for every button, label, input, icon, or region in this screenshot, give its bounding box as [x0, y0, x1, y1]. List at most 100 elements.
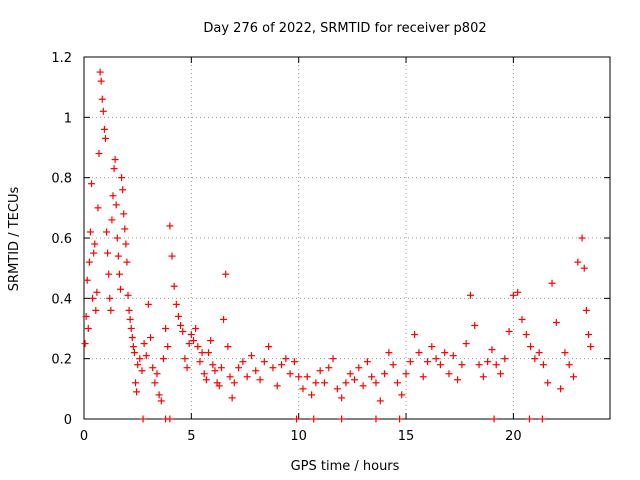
data-point: [189, 337, 197, 345]
data-point: [194, 343, 202, 351]
data-point: [333, 385, 341, 393]
data-point: [381, 370, 389, 378]
data-point: [565, 361, 573, 369]
data-point: [88, 180, 96, 188]
data-point: [151, 379, 159, 387]
data-point: [548, 279, 556, 287]
data-point: [492, 361, 500, 369]
data-point: [122, 240, 130, 248]
data-point: [505, 328, 513, 336]
data-point: [432, 355, 440, 363]
y-tick-label: 0: [64, 413, 72, 428]
data-point: [316, 367, 324, 375]
data-point: [290, 358, 298, 366]
data-point: [501, 355, 509, 363]
data-point: [220, 315, 228, 323]
data-point: [265, 343, 273, 351]
data-point: [282, 355, 290, 363]
data-point: [119, 186, 127, 194]
data-point: [108, 216, 116, 224]
data-point: [273, 382, 281, 390]
data-point: [578, 234, 586, 242]
data-point: [177, 321, 185, 329]
data-point: [101, 134, 109, 142]
data-point: [325, 364, 333, 372]
data-point: [90, 249, 98, 257]
data-point: [509, 291, 517, 299]
data-point: [359, 382, 367, 390]
data-point: [166, 415, 174, 423]
data-point: [81, 340, 89, 348]
data-point: [587, 343, 595, 351]
data-point: [112, 201, 120, 209]
data-point: [97, 77, 105, 85]
data-point: [557, 385, 565, 393]
data-point: [436, 361, 444, 369]
data-point: [209, 361, 217, 369]
y-tick-label: 0.8: [51, 172, 72, 187]
data-point: [113, 234, 121, 242]
data-point: [192, 325, 200, 332]
data-point: [196, 358, 204, 366]
data-point: [168, 252, 176, 260]
data-point: [256, 376, 264, 384]
data-point: [488, 346, 496, 354]
data-point: [561, 349, 569, 357]
data-point: [134, 361, 142, 369]
data-point: [110, 165, 118, 173]
data-point: [445, 370, 453, 378]
data-point: [96, 68, 104, 76]
grid-lines: [84, 57, 610, 419]
data-point: [385, 349, 393, 357]
data-point: [320, 379, 328, 387]
y-tick-label: 1: [64, 111, 72, 126]
data-point: [99, 107, 107, 115]
data-point: [159, 355, 167, 363]
data-point: [130, 349, 138, 357]
data-point: [346, 370, 354, 378]
data-point: [139, 415, 147, 423]
data-point: [132, 379, 140, 387]
data-point: [224, 343, 232, 351]
data-point: [109, 192, 117, 200]
data-point: [243, 373, 251, 381]
data-point: [222, 270, 230, 278]
data-point: [580, 264, 588, 272]
data-point: [415, 349, 423, 357]
data-point: [114, 252, 122, 260]
data-point: [166, 222, 174, 230]
x-tick-label: 0: [80, 429, 88, 444]
data-point: [174, 312, 182, 320]
data-point: [153, 370, 161, 378]
data-point: [125, 306, 133, 314]
data-point: [454, 376, 462, 384]
data-point: [217, 364, 225, 372]
data-point: [582, 306, 590, 314]
data-point: [230, 379, 238, 387]
data-point: [372, 379, 380, 387]
data-point: [94, 204, 102, 212]
data-point: [215, 382, 223, 390]
data-point: [205, 349, 213, 357]
data-point: [138, 367, 146, 375]
data-point: [260, 358, 268, 366]
data-point: [286, 370, 294, 378]
data-point: [544, 379, 552, 387]
data-point: [200, 370, 208, 378]
data-point: [484, 358, 492, 366]
data-point: [419, 373, 427, 381]
y-axis-label: SRMTID / TECUs: [7, 187, 22, 292]
x-axis-label: GPS time / hours: [291, 459, 400, 474]
data-point: [116, 285, 124, 293]
data-point: [92, 306, 100, 314]
data-point: [310, 415, 318, 423]
data-point: [111, 156, 119, 164]
data-point: [140, 340, 148, 348]
plot-frame: [83, 56, 611, 420]
data-point: [89, 294, 97, 302]
data-point: [295, 373, 303, 381]
data-point: [338, 394, 346, 402]
data-point: [539, 361, 547, 369]
data-point: [183, 364, 191, 372]
